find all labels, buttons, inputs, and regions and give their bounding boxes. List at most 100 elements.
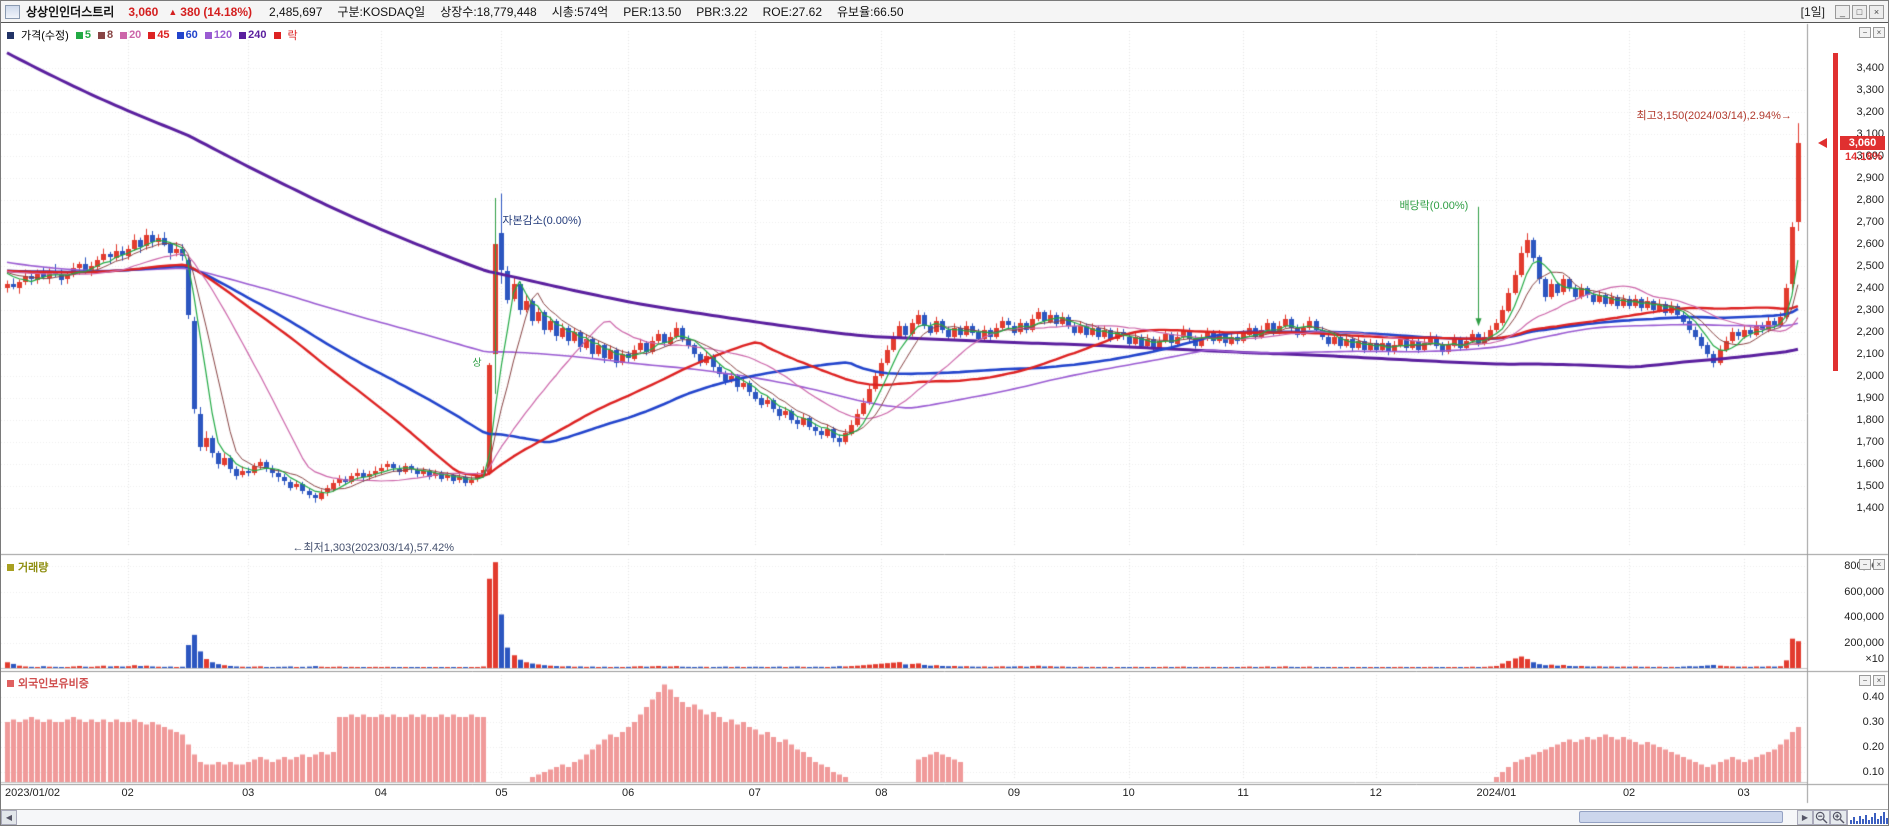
date-axis-label: 2023/01/02 [5, 787, 61, 799]
price-axis-tick: 2,000 [1856, 370, 1884, 383]
minimize-button[interactable]: _ [1835, 4, 1850, 19]
minimap-bar [1877, 819, 1879, 824]
panel-collapse-icon[interactable]: − [1859, 27, 1871, 38]
price-axis-tick: 3,400 [1856, 62, 1884, 75]
volume-axis-tick: 600,000 [1844, 585, 1884, 598]
date-axis-label: 11 [1237, 787, 1249, 799]
current-price: 3,060 [128, 4, 159, 19]
ma-legend-label: 60 [185, 29, 198, 41]
date-axis-label: 12 [1369, 787, 1382, 799]
annotation-low: ←최저1,303(2023/03/14),57.42% [292, 541, 455, 554]
annotation-capital-marker: 상 [472, 358, 482, 369]
price-axis-tick: 1,800 [1856, 414, 1884, 427]
period-label: [1일] [1800, 5, 1825, 19]
minimap-bar [1859, 816, 1861, 824]
ma-legend-item: 8 [97, 29, 114, 41]
stock-name: 상상인인더스트리 [26, 5, 115, 19]
minimap-bar [1868, 820, 1870, 824]
current-price-marker-icon [1818, 138, 1827, 148]
ma-legend-swatch [204, 31, 212, 39]
minimap-bar [1880, 816, 1882, 824]
date-axis-label: 08 [875, 787, 888, 799]
ma-legend-item: 20 [120, 29, 141, 41]
restore-button[interactable]: □ [1852, 4, 1867, 19]
minimap-bar [1865, 815, 1867, 824]
volume-panel-icons: − × [1859, 559, 1885, 570]
minimap-bar [1862, 819, 1864, 824]
annotation-ex-dividend: 배당락(0.00%) [1399, 199, 1469, 212]
close-button[interactable]: × [1869, 4, 1884, 19]
ma-legend-label: 45 [157, 29, 170, 41]
minimap-bar [1871, 817, 1873, 824]
volume-legend-label: 거래량 [18, 562, 49, 574]
price-legend-swatch [7, 31, 14, 39]
volume-axis-tick: 200,000 [1844, 636, 1884, 649]
zoom-out-button[interactable] [1813, 810, 1830, 825]
window-icon [5, 4, 20, 19]
minimap-bar [1883, 812, 1885, 824]
price-panel-icons: − × [1859, 27, 1885, 38]
rak-legend-swatch [273, 31, 281, 39]
date-axis-label: 05 [495, 787, 508, 799]
foreign-axis-tick: 0.20 [1862, 741, 1884, 753]
rak-legend-label: 락 [287, 30, 298, 42]
date-axis-label: 03 [1737, 787, 1750, 799]
scroll-right-button[interactable]: ▶ [1797, 810, 1813, 825]
ma-legend-item: 240 [239, 29, 267, 41]
foreign-axis-tick: 0.30 [1862, 716, 1884, 728]
price-axis-tick: 1,900 [1856, 392, 1884, 405]
field-market: 구분:KOSDAQ일 [337, 5, 426, 19]
ma-legend-item: 45 [148, 29, 170, 41]
scrollbar-track[interactable] [17, 810, 1797, 825]
date-axis-label: 02 [1622, 787, 1636, 799]
minimap-bar [1853, 817, 1855, 824]
price-change-pct: (14.18%) [203, 4, 253, 19]
zoom-in-button[interactable] [1830, 810, 1847, 825]
foreign-panel-icons: − × [1859, 675, 1885, 686]
chart-minimap[interactable] [1847, 810, 1888, 825]
panel-close-icon[interactable]: × [1873, 27, 1885, 38]
ma-legend-item: 120 [204, 29, 232, 41]
ma-legend: 5 8 20 45 60 120 240 [75, 29, 267, 41]
minimap-bar [1856, 821, 1858, 824]
volume-axis-unit: ×10 [1865, 653, 1884, 665]
date-axis-label: 04 [374, 787, 387, 799]
date-axis-label: 09 [1007, 787, 1021, 799]
date-axis-label: 07 [748, 787, 761, 799]
panel-collapse-icon[interactable]: − [1859, 559, 1871, 570]
minimap-bar [1886, 818, 1888, 824]
ma-legend-swatch [75, 31, 83, 39]
panel-close-icon[interactable]: × [1873, 559, 1885, 570]
ma-legend-label: 8 [106, 29, 114, 41]
volume-panel-legend: 거래량 [7, 559, 48, 575]
zoom-in-icon [1832, 811, 1845, 824]
scroll-left-button[interactable]: ◀ [1, 810, 17, 825]
date-axis-label: 2024/01 [1476, 787, 1517, 799]
price-axis-tick: 1,700 [1856, 436, 1884, 449]
field-pbr: PBR:3.22 [696, 4, 748, 19]
scrollbar-thumb[interactable] [1579, 811, 1783, 823]
ma-legend-swatch [239, 31, 247, 39]
price-axis-tick: 1,400 [1856, 502, 1884, 515]
panel-close-icon[interactable]: × [1873, 675, 1885, 686]
date-axis-label: 02 [121, 787, 134, 799]
panel-collapse-icon[interactable]: − [1859, 675, 1871, 686]
price-range-bar [1833, 53, 1838, 371]
price-axis-tick: 2,200 [1856, 326, 1884, 339]
field-reserve-ratio: 유보율:66.50 [837, 5, 904, 19]
date-axis-label: 10 [1122, 787, 1135, 799]
price-axis-tick: 2,900 [1856, 172, 1884, 185]
current-price-badge: 3,060 [1840, 136, 1885, 150]
annotation-capital-reduction: 자본감소(0.00%) [502, 215, 582, 227]
current-price-pct: 14.18% [1845, 151, 1883, 163]
foreign-legend-label: 외국인보유비중 [18, 678, 89, 690]
field-roe: ROE:27.62 [762, 4, 823, 19]
field-market-cap: 시총:574억 [551, 5, 609, 19]
price-axis-tick: 2,500 [1856, 260, 1884, 273]
ma-legend-label: 20 [129, 29, 142, 41]
price-legend-label: 가격(수정) [21, 30, 69, 42]
ma-legend-item: 5 [75, 29, 91, 41]
volume-legend-swatch [7, 563, 14, 571]
ma-legend-label: 240 [248, 29, 267, 41]
